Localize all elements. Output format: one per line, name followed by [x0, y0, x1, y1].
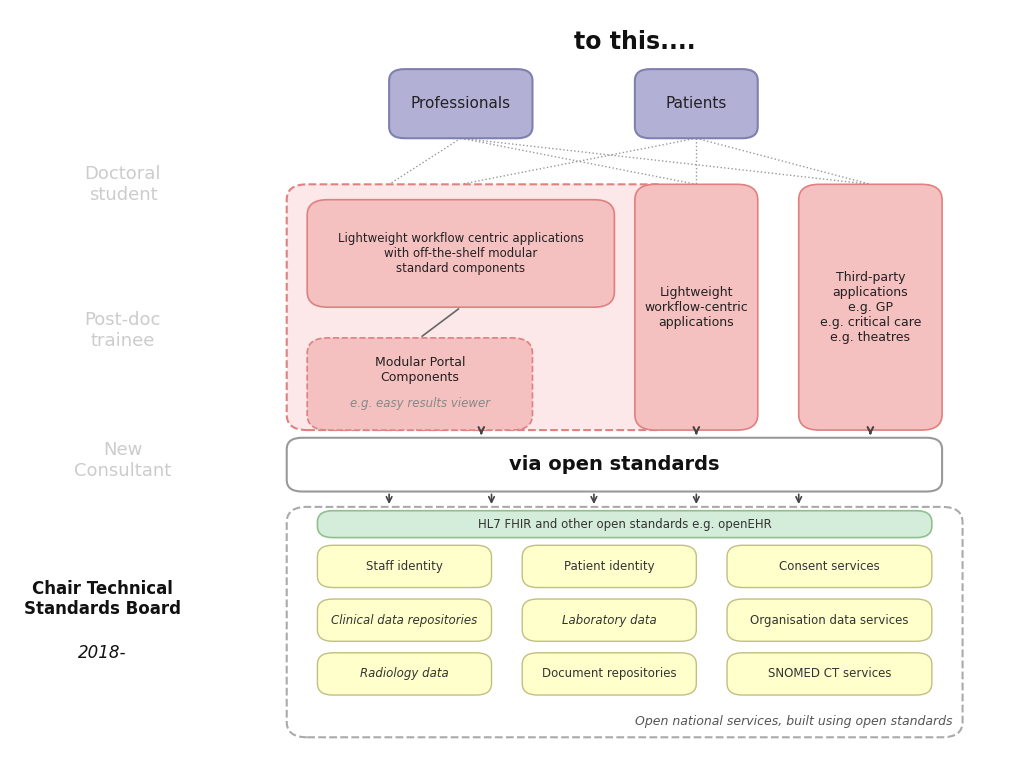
Text: Radiology data: Radiology data	[360, 667, 449, 680]
FancyBboxPatch shape	[799, 184, 942, 430]
Text: Staff identity: Staff identity	[366, 560, 443, 573]
Text: HL7 FHIR and other open standards e.g. openEHR: HL7 FHIR and other open standards e.g. o…	[478, 518, 771, 531]
Text: Organisation data services: Organisation data services	[751, 614, 908, 627]
FancyBboxPatch shape	[287, 507, 963, 737]
Text: Third-party
applications
e.g. GP
e.g. critical care
e.g. theatres: Third-party applications e.g. GP e.g. cr…	[820, 270, 921, 344]
FancyBboxPatch shape	[727, 545, 932, 588]
Text: Clinical data repositories: Clinical data repositories	[332, 614, 477, 627]
FancyBboxPatch shape	[727, 653, 932, 695]
FancyBboxPatch shape	[727, 599, 932, 641]
FancyBboxPatch shape	[317, 545, 492, 588]
Text: Patient identity: Patient identity	[564, 560, 654, 573]
FancyBboxPatch shape	[317, 599, 492, 641]
Text: Lightweight workflow centric applications
with off-the-shelf modular
standard co: Lightweight workflow centric application…	[338, 232, 584, 275]
FancyBboxPatch shape	[317, 511, 932, 538]
FancyBboxPatch shape	[522, 545, 696, 588]
FancyBboxPatch shape	[287, 184, 676, 430]
Text: Document repositories: Document repositories	[542, 667, 677, 680]
FancyBboxPatch shape	[307, 338, 532, 430]
Text: Consent services: Consent services	[779, 560, 880, 573]
FancyBboxPatch shape	[522, 599, 696, 641]
Text: Professionals: Professionals	[411, 96, 511, 111]
Text: Laboratory data: Laboratory data	[562, 614, 656, 627]
FancyBboxPatch shape	[635, 184, 758, 430]
FancyBboxPatch shape	[287, 438, 942, 492]
Text: Chair Technical
Standards Board: Chair Technical Standards Board	[24, 580, 181, 618]
FancyBboxPatch shape	[522, 653, 696, 695]
FancyBboxPatch shape	[307, 200, 614, 307]
FancyBboxPatch shape	[389, 69, 532, 138]
Text: Patients: Patients	[666, 96, 727, 111]
Text: via open standards: via open standards	[509, 455, 720, 474]
Text: SNOMED CT services: SNOMED CT services	[768, 667, 891, 680]
Text: Open national services, built using open standards: Open national services, built using open…	[635, 715, 952, 728]
Text: to this....: to this....	[574, 30, 695, 55]
FancyBboxPatch shape	[317, 653, 492, 695]
Text: Post-doc
trainee: Post-doc trainee	[85, 311, 161, 349]
Text: New
Consultant: New Consultant	[75, 442, 171, 480]
Text: Modular Portal
Components: Modular Portal Components	[375, 356, 465, 384]
Text: e.g. easy results viewer: e.g. easy results viewer	[350, 397, 489, 409]
FancyBboxPatch shape	[635, 69, 758, 138]
Text: 2018-: 2018-	[78, 644, 127, 662]
Text: Doctoral
student: Doctoral student	[85, 165, 161, 204]
Text: Lightweight
workflow-centric
applications: Lightweight workflow-centric application…	[644, 286, 749, 329]
